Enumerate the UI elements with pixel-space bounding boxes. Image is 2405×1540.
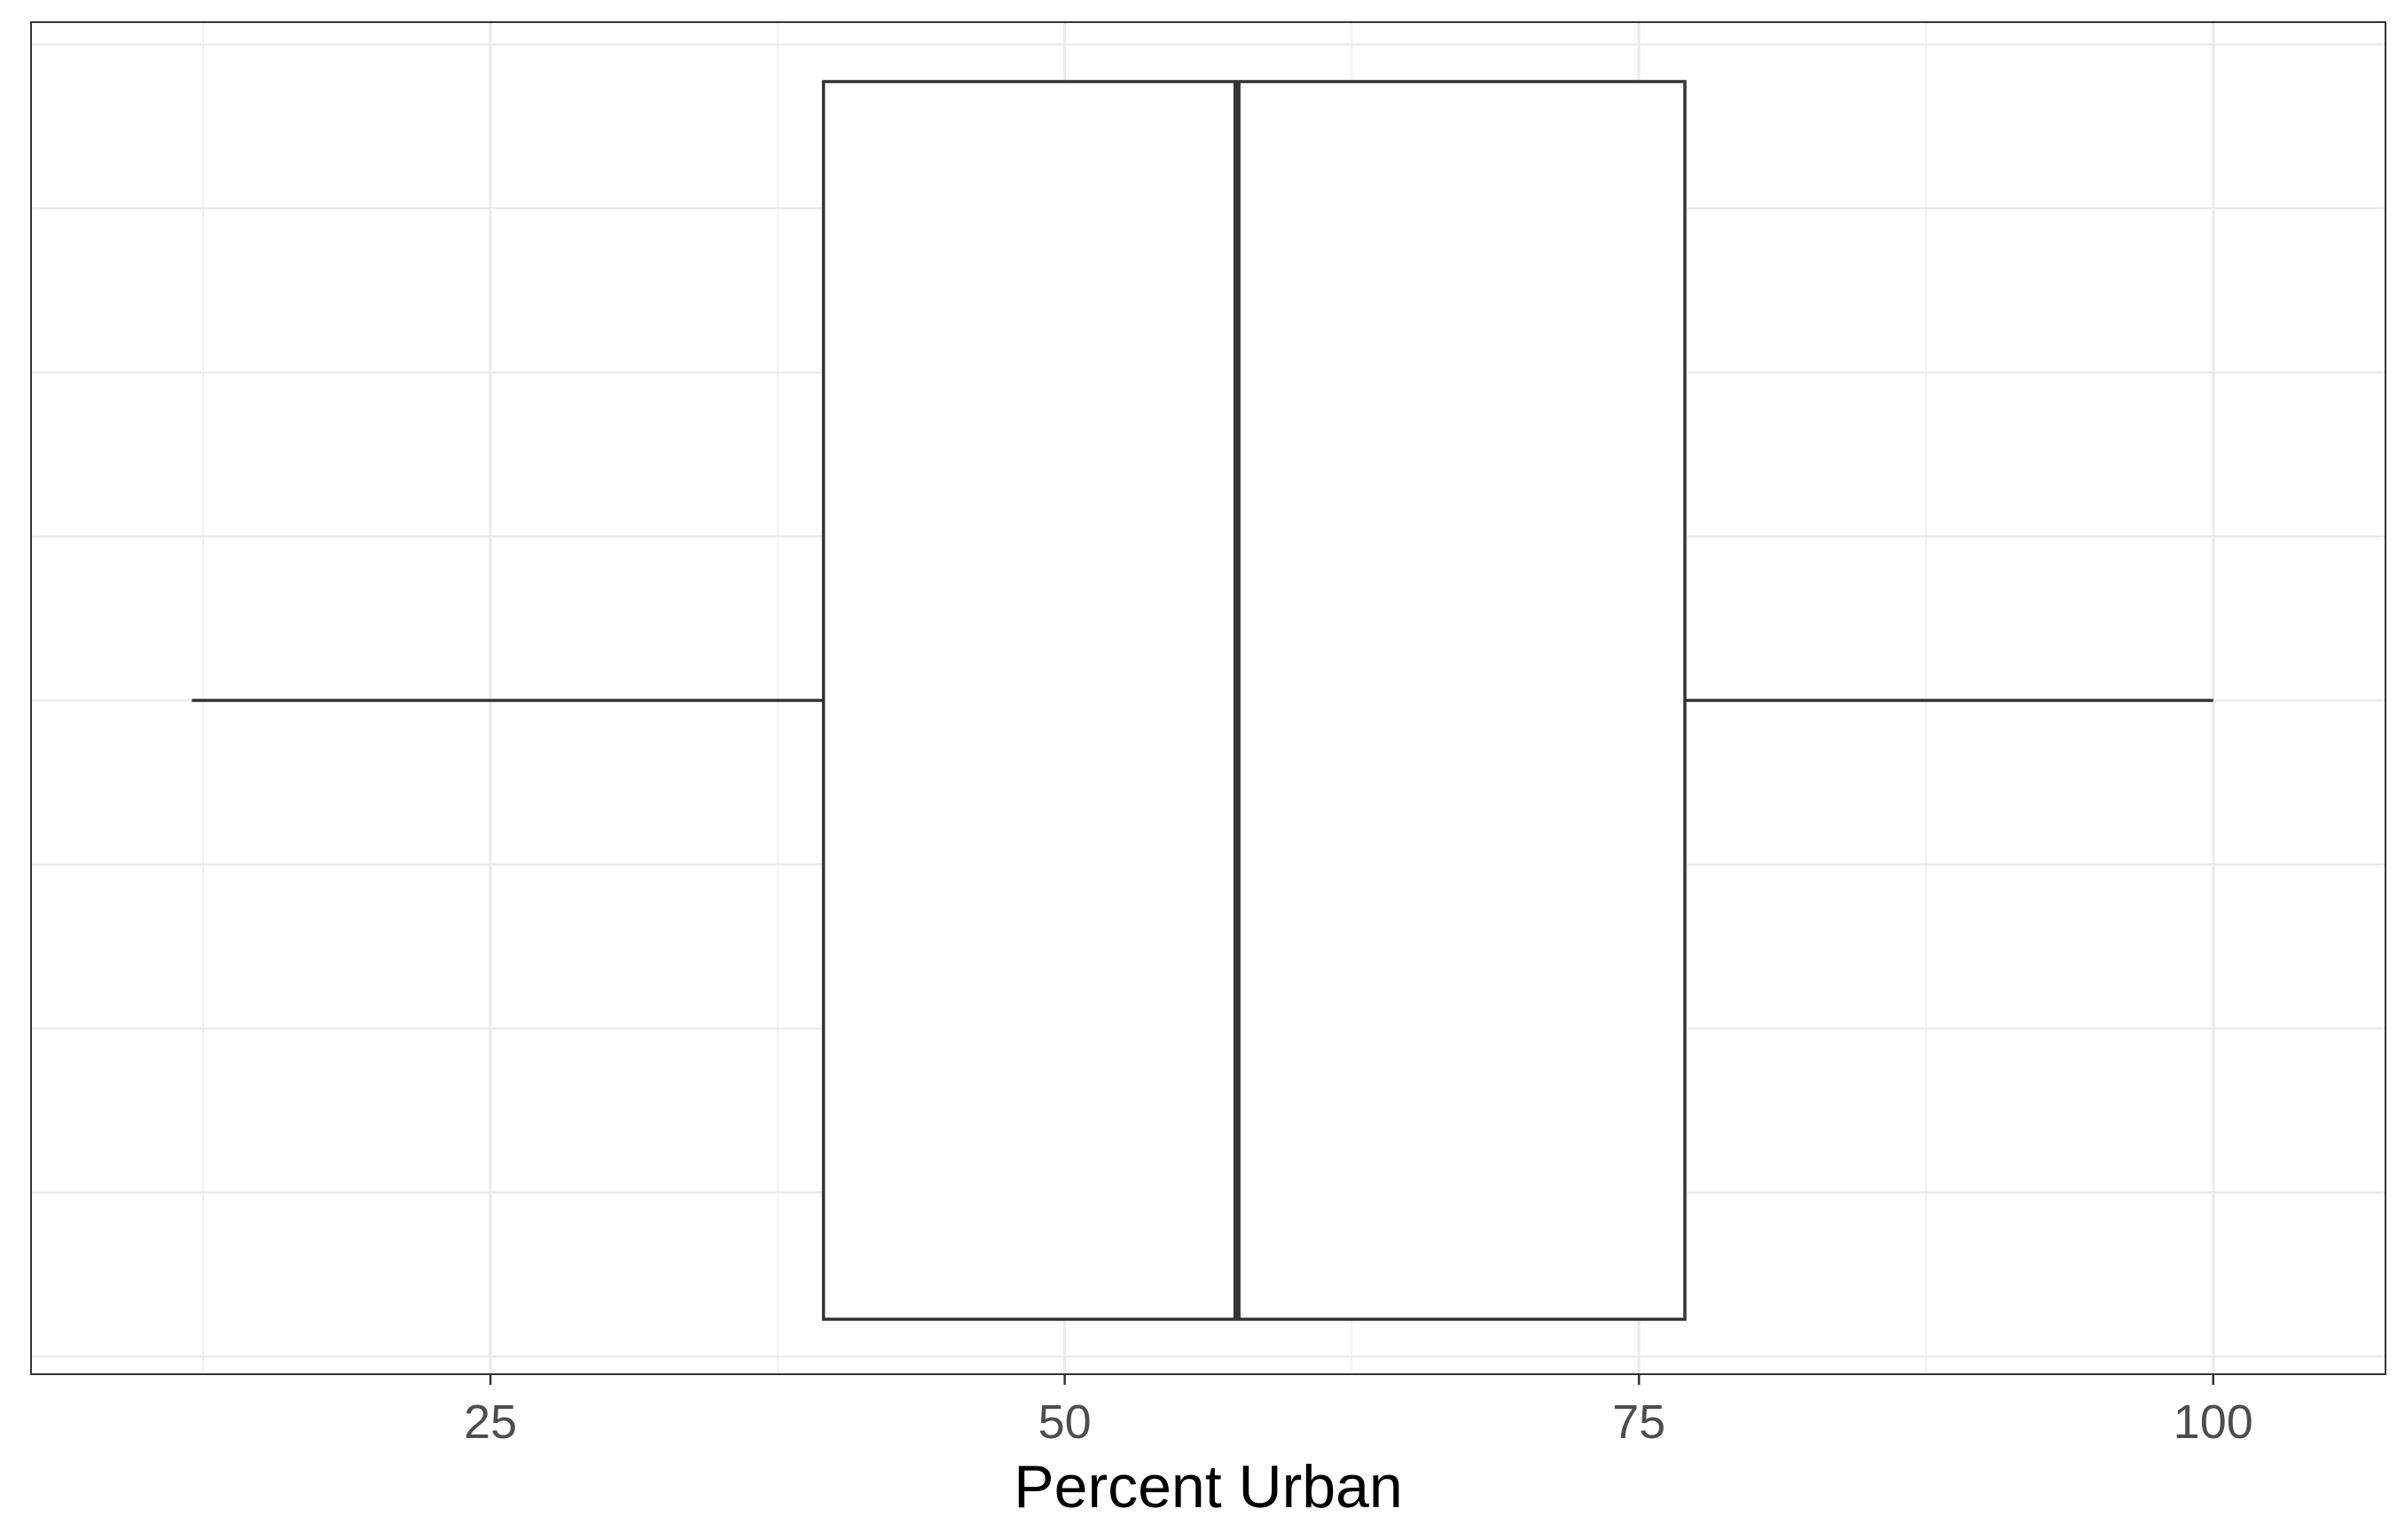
x-tick-label: 25 <box>464 1395 517 1449</box>
boxplot <box>192 80 2213 1321</box>
interquartile-box <box>821 80 1687 1321</box>
x-tick-label: 75 <box>1612 1395 1665 1449</box>
panel-border <box>30 21 2386 1375</box>
x-tick-label: 100 <box>2174 1395 2253 1449</box>
x-tick-label: 50 <box>1038 1395 1092 1449</box>
x-axis-title: Percent Urban <box>1014 1453 1402 1520</box>
x-axis: 25 50 75 100 <box>464 1374 2253 1449</box>
